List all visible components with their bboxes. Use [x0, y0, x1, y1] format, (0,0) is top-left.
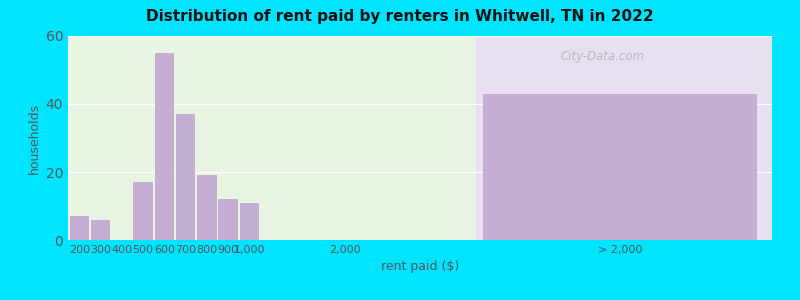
Bar [134, 182, 153, 240]
X-axis label: rent paid ($): rent paid ($) [381, 260, 459, 273]
Bar [91, 220, 110, 240]
Bar [483, 94, 757, 240]
Text: City-Data.com: City-Data.com [561, 50, 645, 63]
Bar [176, 114, 195, 240]
Bar [240, 202, 259, 240]
Bar [70, 216, 89, 240]
Bar [154, 53, 174, 240]
Bar [476, 36, 772, 240]
Bar [197, 176, 217, 240]
Text: Distribution of rent paid by renters in Whitwell, TN in 2022: Distribution of rent paid by renters in … [146, 9, 654, 24]
Bar [218, 199, 238, 240]
Y-axis label: households: households [28, 102, 42, 174]
